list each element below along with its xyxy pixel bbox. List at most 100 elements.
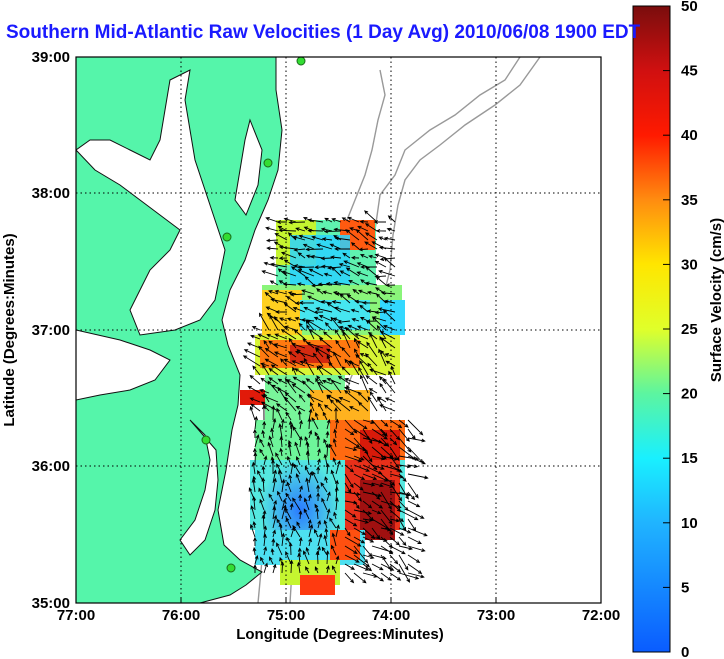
velocity-arrow	[371, 491, 381, 500]
velocity-arrow	[328, 362, 342, 376]
velocity-arrow	[263, 525, 268, 538]
velocity-arrow	[316, 375, 324, 385]
velocity-arrow	[253, 451, 258, 466]
y-tick-label: 37:00	[32, 322, 70, 339]
velocity-arrow	[334, 306, 351, 313]
velocity-arrow	[398, 428, 410, 442]
velocity-arrow	[398, 563, 411, 583]
velocity-arrow	[321, 237, 333, 242]
colorbar-tick-label: 10	[681, 515, 698, 532]
radar-stations	[201, 57, 306, 573]
velocity-arrow	[308, 328, 324, 340]
velocity-arrow	[349, 360, 360, 376]
velocity-arrow	[270, 262, 288, 268]
velocity-arrow	[362, 563, 373, 572]
velocity-arrow	[389, 527, 405, 536]
velocity-arrow	[325, 430, 330, 439]
velocity-vectors	[242, 210, 429, 584]
velocity-arrow	[366, 290, 378, 295]
velocity-arrow	[366, 341, 378, 358]
velocity-arrow	[317, 533, 323, 547]
velocity-arrow	[353, 473, 366, 480]
velocity-arrow	[366, 309, 378, 314]
velocity-arrow	[335, 339, 342, 349]
velocity-arrow	[362, 300, 378, 305]
velocity-arrow	[268, 340, 279, 349]
velocity-arrow	[339, 270, 351, 277]
velocity-arrow	[389, 563, 402, 573]
velocity-arrow	[326, 394, 342, 403]
velocity-arrow	[251, 461, 256, 475]
velocity-arrow	[263, 546, 268, 556]
velocity-arrow	[294, 368, 306, 376]
velocity-arrow	[359, 360, 369, 376]
velocity-arrow	[296, 561, 301, 574]
velocity-arrow	[360, 279, 369, 286]
velocity-arrow	[293, 247, 306, 252]
velocity-arrow	[331, 300, 342, 304]
velocity-arrow	[261, 404, 266, 421]
velocity-arrow	[278, 228, 297, 233]
x-tick-label: 77:00	[57, 607, 95, 624]
velocity-arrow	[380, 419, 389, 427]
velocity-arrow	[344, 545, 358, 554]
velocity-arrow	[348, 279, 360, 286]
velocity-arrow	[278, 423, 283, 439]
velocity-arrow	[291, 342, 306, 349]
map-title: Southern Mid-Atlantic Raw Velocities (1 …	[6, 22, 641, 43]
velocity-arrow	[389, 500, 402, 513]
velocity-arrow	[316, 381, 333, 394]
velocity-arrow	[407, 491, 416, 501]
velocity-arrow	[353, 536, 366, 544]
colorbar-tick-label: 15	[681, 450, 698, 467]
velocity-arrow	[389, 482, 403, 502]
velocity-arrow	[407, 509, 425, 519]
velocity-arrow	[253, 564, 257, 573]
velocity-arrow	[285, 550, 292, 565]
velocity-arrow	[252, 495, 256, 511]
x-tick-label: 74:00	[372, 607, 410, 624]
velocity-arrow	[259, 438, 265, 448]
velocity-arrow	[272, 529, 276, 538]
velocity-arrow	[272, 514, 278, 529]
velocity-arrow	[259, 448, 265, 457]
velocity-arrow	[260, 394, 279, 403]
velocity-arrow	[279, 317, 288, 322]
velocity-arrow	[276, 463, 283, 475]
velocity-arrow	[254, 555, 259, 565]
velocity-arrow	[267, 441, 274, 457]
velocity-arrow	[389, 536, 400, 546]
velocity-arrow	[257, 333, 270, 340]
velocity-arrow	[243, 349, 261, 358]
velocity-arrow	[307, 218, 324, 223]
velocity-arrow	[353, 419, 368, 430]
velocity-arrow	[362, 464, 383, 475]
velocity-arrow	[364, 241, 378, 250]
velocity-arrow	[353, 509, 373, 515]
velocity-arrow	[407, 572, 425, 579]
velocity-arrow	[382, 377, 396, 394]
velocity-arrow	[281, 498, 287, 511]
y-tick-label: 39:00	[32, 49, 70, 66]
velocity-arrow	[364, 210, 378, 223]
velocity-arrow	[296, 282, 306, 287]
velocity-arrow	[272, 417, 277, 430]
velocity-arrow	[383, 299, 396, 304]
velocity-arrow	[371, 500, 384, 509]
velocity-arrow	[323, 229, 342, 234]
velocity-arrow	[357, 225, 369, 232]
velocity-arrow	[362, 500, 373, 509]
velocity-arrow	[362, 446, 373, 463]
velocity-arrow	[298, 322, 306, 331]
velocity-arrow	[325, 281, 342, 286]
velocity-arrow	[377, 307, 396, 313]
velocity-arrow	[380, 518, 394, 536]
velocity-arrow	[262, 420, 267, 430]
velocity-arrow	[347, 324, 360, 331]
velocity-arrow	[317, 458, 321, 466]
velocity-arrow	[354, 337, 360, 349]
velocity-arrow	[279, 447, 284, 457]
velocity-arrow	[289, 292, 306, 297]
velocity-arrow	[386, 227, 396, 232]
velocity-arrow	[407, 554, 421, 563]
